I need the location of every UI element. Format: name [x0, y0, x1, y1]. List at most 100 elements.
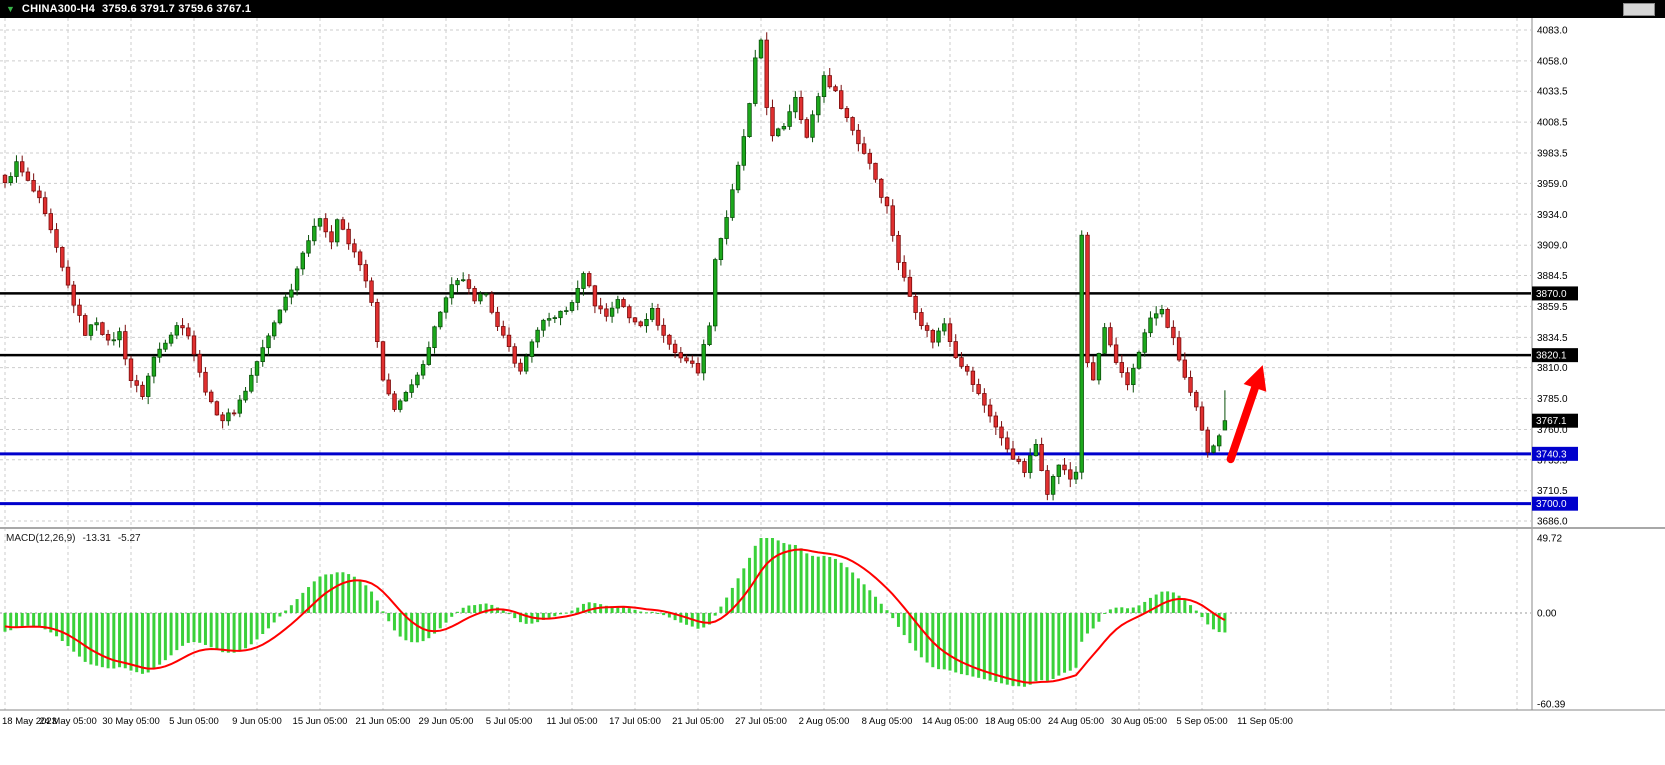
candle-body: [798, 97, 804, 121]
price-tag: [1532, 413, 1578, 428]
candle-body: [987, 404, 993, 417]
titlebar-control: [1623, 3, 1655, 16]
candle-body: [724, 217, 729, 239]
candle-body: [1148, 317, 1153, 334]
candle-body: [289, 289, 294, 298]
macd-bar: [1131, 607, 1135, 613]
macd-bar: [959, 612, 963, 675]
candle-body: [1131, 367, 1136, 385]
macd-bar: [1206, 612, 1210, 625]
candle-body: [776, 128, 781, 137]
macd-bar: [673, 612, 677, 621]
macd-bar: [375, 600, 379, 613]
macd-bar: [129, 612, 133, 671]
candle-body: [243, 390, 248, 401]
candle-body: [1016, 458, 1021, 462]
macd-bar: [272, 612, 276, 623]
candle-body: [432, 326, 437, 348]
candle-body: [564, 310, 569, 313]
candle-body: [151, 356, 157, 377]
macd-bar: [60, 612, 64, 641]
candle-body: [913, 295, 918, 313]
macd-bar: [37, 612, 41, 628]
candle-body: [163, 342, 168, 350]
macd-bar: [908, 612, 912, 644]
time-axis-label: 15 Jun 05:00: [293, 716, 348, 727]
macd-bar: [392, 612, 396, 631]
candle-body: [861, 143, 867, 154]
macd-bar: [1074, 612, 1078, 668]
macd-bar: [793, 544, 797, 613]
candle-body: [1108, 327, 1113, 346]
macd-bar: [83, 612, 87, 662]
macd-bar: [381, 611, 385, 613]
candle-body: [604, 308, 609, 317]
trend-arrow-head[interactable]: [1243, 365, 1267, 392]
macd-bar: [581, 603, 585, 613]
macd-bar: [719, 606, 723, 613]
annotation-layer: [1226, 365, 1267, 464]
macd-bar: [1217, 612, 1221, 633]
price-axis-label: 4058.0: [1537, 56, 1568, 67]
candle-body: [37, 190, 42, 199]
macd-bar: [948, 612, 952, 671]
macd-bar: [919, 612, 923, 658]
candle-body: [94, 322, 99, 326]
macd-bar: [736, 578, 740, 613]
macd-bar: [1040, 612, 1044, 681]
candle-body: [810, 114, 815, 138]
candle-body: [329, 231, 334, 243]
candle-body: [839, 90, 844, 109]
candle-body: [684, 357, 689, 362]
candle-body: [890, 205, 895, 236]
macd-signal-line: [4, 548, 1226, 684]
trend-arrow-shaft[interactable]: [1226, 383, 1259, 464]
candle-body: [879, 178, 884, 198]
macd-bar: [49, 612, 53, 633]
candle-body: [77, 304, 82, 316]
macd-bar: [942, 612, 946, 670]
candle-body: [283, 296, 288, 311]
candle-body: [1079, 234, 1084, 473]
macd-bar: [610, 606, 614, 613]
macd-bar: [977, 612, 981, 678]
time-axis-label: 18 May 2023: [2, 716, 57, 727]
macd-bar: [559, 612, 563, 615]
candle-body: [512, 346, 517, 364]
price-axis-label: 3909.0: [1537, 241, 1568, 252]
macd-bar: [891, 612, 895, 619]
macd-signal-value: -5.27: [117, 533, 141, 544]
candle-body: [306, 240, 311, 254]
macd-bar: [301, 592, 305, 613]
candle-body: [168, 334, 174, 344]
macd-bar: [295, 599, 299, 613]
macd-bar: [982, 612, 986, 680]
candle-body: [541, 319, 546, 331]
price-axis-label: 3810.0: [1537, 363, 1568, 374]
time-axis-label: 29 Jun 05:00: [419, 716, 474, 727]
macd-bar: [1097, 612, 1101, 622]
macd-bar: [748, 557, 752, 613]
candle-body: [60, 246, 65, 268]
candle-body: [403, 391, 409, 402]
candle-body: [1113, 344, 1119, 363]
candle-body: [787, 111, 792, 127]
candle-body: [1073, 471, 1079, 480]
macd-bar: [238, 612, 242, 651]
macd-bar: [799, 548, 803, 613]
symbol-title: CHINA300-H4: [21, 3, 96, 15]
macd-bar: [307, 587, 311, 613]
candle-body: [420, 364, 426, 376]
macd-bar: [1200, 612, 1204, 618]
macd-bar: [312, 581, 316, 613]
chart-canvas[interactable]: 4083.0 4058.0 4033.5 4008.5 3983.5 3959.0 3934…: [0, 18, 1665, 765]
macd-bar: [106, 612, 110, 669]
macd-bar: [1022, 612, 1026, 687]
candle-body: [271, 322, 277, 337]
macd-bar: [244, 612, 248, 649]
candle-body: [850, 117, 855, 131]
candle-body: [375, 301, 380, 342]
candle-body: [965, 365, 970, 372]
macd-bar: [1211, 612, 1215, 630]
candle-body: [758, 39, 764, 59]
